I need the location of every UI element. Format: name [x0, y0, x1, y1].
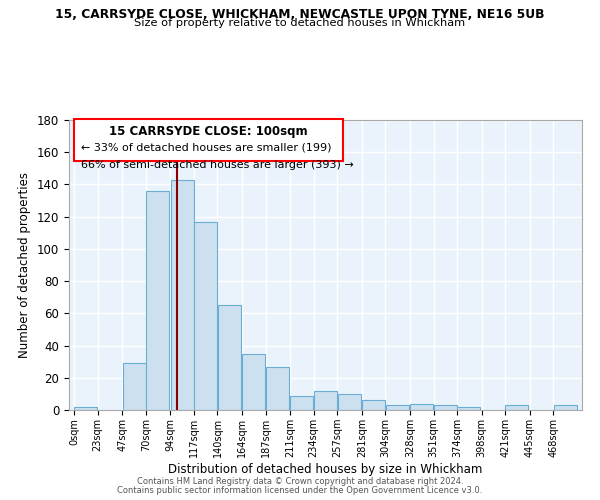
Bar — [314, 390, 337, 410]
Bar — [242, 354, 265, 410]
Bar — [457, 407, 481, 410]
Bar — [338, 394, 361, 410]
Bar — [194, 222, 217, 410]
Text: Contains public sector information licensed under the Open Government Licence v3: Contains public sector information licen… — [118, 486, 482, 495]
Bar — [218, 306, 241, 410]
Y-axis label: Number of detached properties: Number of detached properties — [19, 172, 31, 358]
X-axis label: Distribution of detached houses by size in Whickham: Distribution of detached houses by size … — [169, 462, 482, 475]
Bar — [410, 404, 433, 410]
Text: 15, CARRSYDE CLOSE, WHICKHAM, NEWCASTLE UPON TYNE, NE16 5UB: 15, CARRSYDE CLOSE, WHICKHAM, NEWCASTLE … — [55, 8, 545, 20]
Bar — [505, 405, 529, 410]
Text: Contains HM Land Registry data © Crown copyright and database right 2024.: Contains HM Land Registry data © Crown c… — [137, 477, 463, 486]
Text: Size of property relative to detached houses in Whickham: Size of property relative to detached ho… — [134, 18, 466, 28]
Bar — [266, 366, 289, 410]
Bar — [290, 396, 313, 410]
Bar — [146, 191, 169, 410]
Text: ← 33% of detached houses are smaller (199): ← 33% of detached houses are smaller (19… — [82, 142, 332, 152]
Bar — [362, 400, 385, 410]
Bar — [434, 405, 457, 410]
Bar — [386, 405, 409, 410]
Bar — [74, 407, 97, 410]
Bar — [122, 364, 146, 410]
Bar — [170, 180, 194, 410]
Bar — [554, 405, 577, 410]
Text: 15 CARRSYDE CLOSE: 100sqm: 15 CARRSYDE CLOSE: 100sqm — [109, 124, 308, 138]
Text: 66% of semi-detached houses are larger (393) →: 66% of semi-detached houses are larger (… — [82, 160, 354, 170]
